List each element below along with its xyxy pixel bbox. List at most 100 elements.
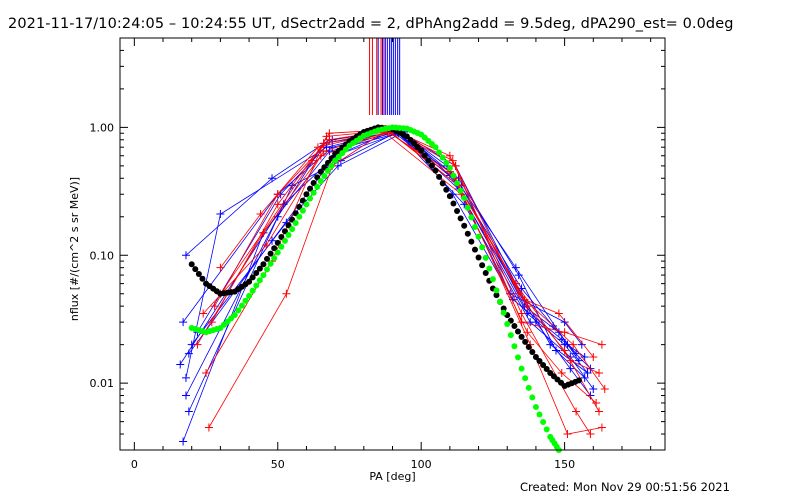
fit-point <box>296 213 303 220</box>
data-point-plus <box>580 373 589 382</box>
data-point-plus <box>325 135 334 144</box>
fit-point <box>468 214 475 221</box>
data-point-plus <box>282 289 291 298</box>
fit-point <box>421 152 428 159</box>
fit-point <box>317 178 324 185</box>
data-point-plus <box>268 174 277 183</box>
data-point-plus <box>179 318 188 327</box>
fit-point <box>188 261 195 268</box>
fit-point <box>514 328 521 335</box>
x-tick-label: 100 <box>411 458 432 471</box>
data-point-plus <box>589 353 598 362</box>
y-tick-label: 0.01 <box>90 377 115 390</box>
fit-point <box>500 305 507 312</box>
fit-point <box>289 226 296 233</box>
fit-point <box>522 375 529 382</box>
fit-point <box>543 366 550 373</box>
fit-point <box>479 244 486 251</box>
fit-point <box>511 323 518 330</box>
series-group <box>181 126 592 378</box>
fit-point <box>536 358 543 365</box>
fit-point <box>267 250 274 257</box>
fit-point <box>260 261 267 268</box>
y-tick-label: 0.10 <box>90 249 115 262</box>
fit-point <box>307 185 314 192</box>
data-point-plus <box>577 340 586 349</box>
fit-point <box>335 153 342 160</box>
fit-point <box>264 266 271 273</box>
fit-point <box>285 232 292 239</box>
fit-point <box>260 272 267 279</box>
data-point-plus <box>511 263 520 272</box>
fit-point <box>428 162 435 169</box>
fit-point <box>271 255 278 262</box>
data-point-plus <box>259 228 268 237</box>
data-point-plus <box>184 349 193 358</box>
fit-point <box>274 249 281 256</box>
series-line <box>214 129 591 435</box>
fit-point <box>500 309 507 316</box>
fit-point <box>317 168 324 175</box>
created-timestamp: Created: Mon Nov 29 00:51:56 2021 <box>520 480 730 494</box>
series-line <box>211 130 600 374</box>
fit-point <box>238 302 245 309</box>
fit-point <box>418 147 425 154</box>
fit-point <box>314 174 321 181</box>
data-point-plus <box>560 328 569 337</box>
fit-layer <box>188 124 582 453</box>
fit-point <box>314 183 321 190</box>
data-point-plus <box>592 398 601 407</box>
series-line <box>191 131 577 354</box>
data-point-plus <box>179 437 188 446</box>
fit-point <box>543 426 550 433</box>
fit-point <box>199 275 206 282</box>
fit-point <box>475 233 482 240</box>
fit-point <box>518 365 525 372</box>
data-point-plus <box>554 309 563 318</box>
data-point-plus <box>560 318 569 327</box>
fit-point <box>493 292 500 299</box>
fit-point <box>231 312 238 319</box>
fit-point <box>471 246 478 253</box>
data-point-plus <box>176 360 185 369</box>
fit-point <box>454 180 461 187</box>
data-point-plus <box>600 384 609 393</box>
fit-point <box>482 269 489 276</box>
fit-point <box>303 201 310 208</box>
fit-point <box>436 173 443 180</box>
data-point-plus <box>566 364 575 373</box>
fit-point <box>529 348 536 355</box>
data-point-plus <box>563 430 572 439</box>
data-point-plus <box>181 373 190 382</box>
fit-point <box>274 239 281 246</box>
fit-point <box>292 219 299 226</box>
fit-point <box>443 186 450 193</box>
data-point-plus <box>557 369 566 378</box>
data-point-plus <box>184 407 193 416</box>
series-group <box>216 126 606 439</box>
axes-layer: 0 50 100 150 0.01 0.10 1.00 <box>90 37 665 471</box>
data-point-plus <box>569 340 578 349</box>
series-line <box>220 129 603 345</box>
data-point-plus <box>445 151 454 160</box>
series-line <box>202 130 600 412</box>
fit-point <box>493 287 500 294</box>
fit-point <box>497 298 504 305</box>
series-line <box>208 131 597 428</box>
data-point-plus <box>517 309 526 318</box>
fit-point <box>281 237 288 244</box>
fit-point <box>246 278 253 285</box>
fit-point <box>471 223 478 230</box>
fit-point <box>278 234 285 241</box>
x-tick-label: 50 <box>271 458 285 471</box>
data-point-plus <box>586 430 595 439</box>
fit-point <box>249 287 256 294</box>
fit-point <box>439 154 446 161</box>
data-point-plus <box>595 369 604 378</box>
fit-point <box>256 265 263 272</box>
series-group <box>184 127 595 400</box>
fit-point <box>468 238 475 245</box>
data-point-plus <box>572 407 581 416</box>
fit-point <box>457 215 464 222</box>
